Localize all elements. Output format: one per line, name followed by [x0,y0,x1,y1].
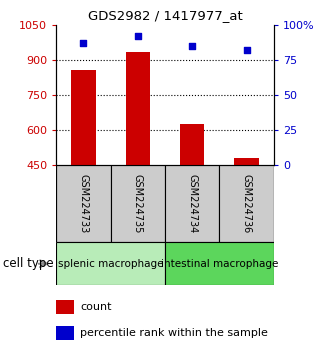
Bar [125,52,150,165]
Bar [71,70,96,165]
Point [135,33,141,39]
Bar [56,165,111,242]
Bar [234,158,259,165]
Point [244,47,249,53]
Point [189,43,195,48]
Text: intestinal macrophage: intestinal macrophage [161,259,278,269]
Text: GSM224735: GSM224735 [133,174,143,233]
Text: percentile rank within the sample: percentile rank within the sample [80,328,268,338]
Bar [56,300,74,314]
Text: cell type: cell type [3,257,54,270]
Bar [56,242,165,285]
Text: GSM224733: GSM224733 [78,174,88,233]
Text: GSM224736: GSM224736 [242,174,252,233]
Bar [56,326,74,340]
Bar [165,242,274,285]
Bar [111,165,165,242]
Point [81,40,86,46]
Bar [219,165,274,242]
Text: GSM224734: GSM224734 [187,174,197,233]
Title: GDS2982 / 1417977_at: GDS2982 / 1417977_at [88,9,242,22]
Text: count: count [80,302,112,312]
Bar [165,165,219,242]
Text: splenic macrophage: splenic macrophage [58,259,163,269]
Bar [180,124,205,165]
